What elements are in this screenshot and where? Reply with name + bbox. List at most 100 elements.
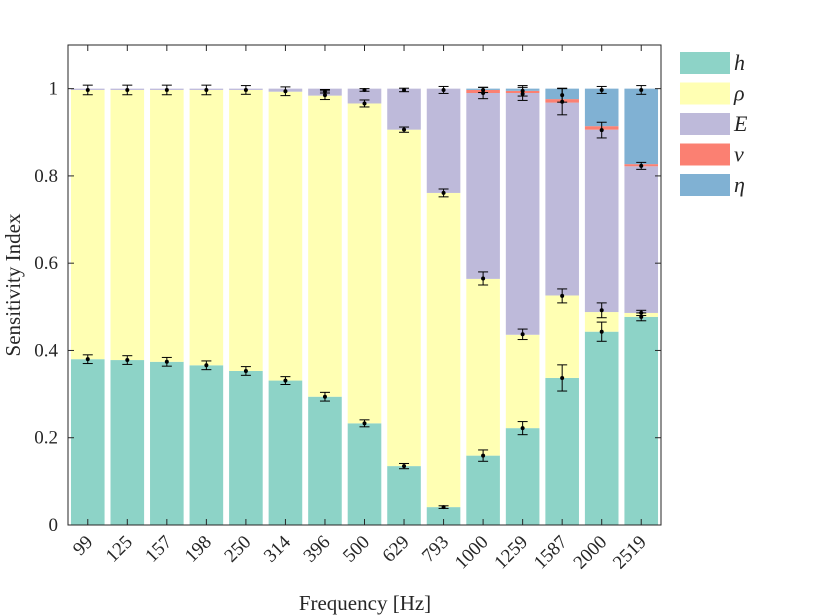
bar-rho-157	[150, 89, 184, 362]
bar-rho-1259	[505, 334, 540, 429]
x-tick-label-793: 793	[418, 532, 453, 567]
error-bar-99-0	[82, 354, 93, 365]
x-tick-label-500: 500	[339, 532, 374, 567]
bar-h-793	[426, 507, 461, 525]
error-bar-250-0	[240, 366, 251, 376]
x-tick-label-629: 629	[379, 532, 414, 567]
bar-h-1587	[545, 377, 579, 525]
legend-swatch-eta	[680, 174, 730, 196]
legend-swatch-h	[680, 52, 730, 74]
bar-h-1259	[505, 428, 540, 525]
error-bar-1259-1	[517, 328, 528, 341]
error-bar-157-0	[161, 356, 172, 367]
bar-rho-314	[268, 91, 303, 381]
error-bar-629-1	[399, 126, 410, 133]
error-bar-500-2	[359, 87, 370, 92]
error-bar-2519-1	[636, 309, 647, 317]
bar-e-1259	[505, 93, 540, 335]
x-tick-label-2519: 2519	[609, 532, 651, 574]
error-bar-2000-2	[596, 121, 607, 139]
bar-h-198	[189, 365, 224, 525]
x-tick-label-250: 250	[220, 532, 255, 567]
error-bar-1259-0	[517, 421, 528, 436]
y-tick-label-0: 0	[49, 515, 59, 536]
x-axis-title: Frequency [Hz]	[299, 591, 431, 615]
y-tick-label-5: 1	[49, 79, 59, 100]
y-tick-label-4: 0.8	[34, 166, 58, 187]
x-tick-label-314: 314	[260, 531, 295, 566]
error-bar-1000-0	[478, 449, 489, 462]
error-bar-198-0	[201, 360, 212, 371]
bar-e-793	[426, 88, 461, 193]
error-bars-layer	[82, 84, 647, 510]
bar-rho-125	[110, 89, 145, 361]
x-tick-label-2000: 2000	[570, 532, 612, 574]
x-tick-label-396: 396	[300, 532, 335, 567]
error-bar-793-0	[438, 505, 449, 510]
bar-rho-1000	[466, 278, 500, 456]
bar-h-396	[308, 396, 342, 525]
y-axis-title: Sensitivity Index	[1, 213, 25, 356]
bar-h-250	[229, 370, 263, 525]
error-bar-1000-1	[478, 271, 489, 286]
bar-eta-2519	[624, 88, 659, 165]
bar-e-500	[347, 88, 382, 104]
error-bar-198-1	[201, 84, 212, 96]
x-tick-label-1000: 1000	[451, 532, 493, 574]
bar-h-314	[268, 380, 303, 525]
bar-rho-500	[347, 103, 382, 424]
bar-rho-629	[387, 129, 421, 467]
bar-h-629	[387, 466, 421, 525]
error-bar-314-1	[280, 86, 291, 97]
x-tick-label-99: 99	[69, 532, 97, 560]
bar-e-1587	[545, 102, 579, 296]
y-tick-label-2: 0.4	[34, 340, 58, 361]
error-bar-500-1	[359, 99, 370, 108]
bar-h-125	[110, 360, 145, 525]
error-bar-396-2	[319, 89, 330, 94]
error-bar-2519-3	[636, 85, 647, 95]
bar-rho-793	[426, 192, 461, 508]
error-bar-314-0	[280, 376, 291, 385]
error-bar-793-1	[438, 188, 449, 198]
bar-h-1000	[466, 455, 500, 525]
legend-swatch-rho	[680, 82, 730, 105]
error-bar-1587-1	[557, 288, 568, 304]
bar-rho-99	[70, 89, 105, 360]
bar-h-500	[347, 423, 382, 525]
x-tick-label-157: 157	[141, 532, 176, 567]
bars-layer	[70, 88, 659, 525]
bar-h-99	[70, 359, 105, 525]
bar-e-2519	[624, 166, 659, 313]
bar-h-2000	[584, 331, 619, 525]
bar-e-1000	[466, 93, 500, 279]
bar-rho-250	[229, 89, 263, 371]
legend-label-h: h	[734, 50, 745, 75]
error-bar-396-0	[319, 391, 330, 402]
error-bar-125-0	[122, 355, 133, 365]
error-bar-1587-0	[557, 364, 568, 392]
bar-e-629	[387, 88, 421, 130]
error-bar-629-0	[399, 462, 410, 470]
legend-label-nu: ν	[734, 142, 744, 167]
error-bar-157-1	[161, 84, 172, 96]
error-bar-793-2	[438, 85, 449, 94]
error-bar-500-0	[359, 419, 370, 428]
legend-label-rho: ρ	[733, 81, 745, 106]
bar-rho-1587	[545, 295, 579, 378]
x-tick-label-125: 125	[102, 532, 137, 567]
bar-rho-396	[308, 95, 342, 397]
error-bar-1587-3	[557, 87, 568, 103]
bar-eta-2000	[584, 88, 619, 127]
legend-swatch-e	[680, 113, 730, 135]
error-bar-2000-1	[596, 302, 607, 319]
error-bar-250-1	[240, 85, 251, 95]
error-bar-1000-3	[478, 86, 489, 94]
error-bar-1259-3	[517, 85, 528, 97]
error-bar-2000-3	[596, 85, 607, 94]
legend-label-eta: η	[734, 172, 745, 197]
legend-swatch-nu	[680, 143, 730, 166]
bar-rho-198	[189, 89, 224, 366]
